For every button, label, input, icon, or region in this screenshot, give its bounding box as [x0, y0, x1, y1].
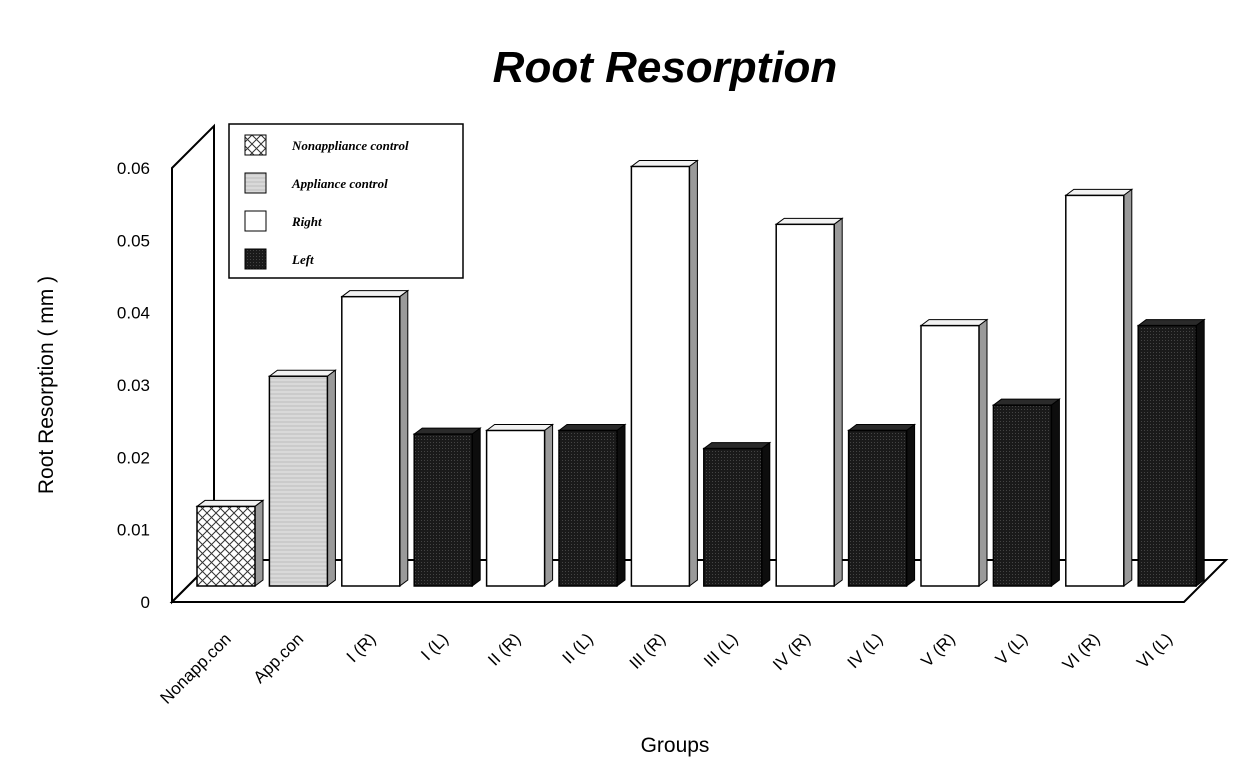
legend-label-right: Right: [291, 214, 322, 229]
bar-side: [471, 427, 481, 587]
bar-front: [196, 505, 256, 587]
x-tick-label: III (R): [626, 629, 669, 672]
x-tick-label: III (L): [700, 629, 741, 670]
bar-top: [195, 499, 265, 507]
x-tick-label: I (R): [343, 629, 380, 666]
legend-swatch-nonapp: [244, 134, 267, 156]
legend-box: [228, 123, 464, 279]
y-axis: 0 0.01 0.02 0.03 0.04 0.05 0.06: [117, 159, 150, 612]
x-tick-label: V (L): [992, 629, 1031, 668]
bar-side: [761, 441, 771, 587]
x-axis-label: Groups: [641, 734, 710, 757]
x-tick-label: IV (R): [769, 629, 814, 674]
bar-side: [544, 423, 554, 587]
bar-side: [616, 423, 626, 587]
bar-top: [702, 442, 772, 450]
bar-iii-l: [702, 441, 772, 587]
bar-top: [557, 423, 627, 431]
x-tick-label: IV (L): [844, 629, 887, 672]
legend: Nonappliance control Appliance control Rig…: [228, 123, 464, 279]
bar-front: [775, 223, 835, 587]
x-tick-label: VI (R): [1059, 629, 1104, 674]
x-axis: Nonapp.con App.con I (R) I (L) II (R) II (L) I…: [157, 629, 1176, 707]
bar-top: [1136, 319, 1206, 327]
x-tick-label: II (L): [559, 629, 597, 667]
bar-front: [630, 165, 691, 587]
bar-top: [267, 369, 337, 377]
x-tick-label: VI (L): [1133, 629, 1176, 672]
y-tick-label: 0.06: [117, 159, 150, 178]
bar-front: [920, 324, 980, 587]
bar-vi-r: [1064, 188, 1134, 587]
bar-app-con: [267, 369, 337, 587]
bar-v-r: [919, 318, 989, 587]
y-tick-label: 0.05: [117, 231, 150, 250]
bar-side: [906, 423, 916, 587]
x-tick-label: Nonapp.con: [157, 629, 235, 707]
y-tick-label: 0.04: [117, 304, 150, 323]
bar-top: [629, 159, 699, 167]
legend-label-app: Appliance control: [291, 176, 388, 191]
bar-iv-r: [774, 217, 844, 587]
bar-top: [340, 290, 410, 298]
bar-top: [774, 217, 844, 225]
bar-front: [1137, 324, 1197, 587]
bar-top: [991, 398, 1061, 406]
bar-front: [1065, 194, 1125, 587]
x-tick-label: App.con: [250, 629, 308, 687]
legend-label-left: Left: [291, 252, 314, 267]
bar-front: [992, 404, 1053, 587]
bar-front: [485, 429, 546, 587]
chart-title: Root Resorption: [493, 43, 838, 92]
legend-swatch-left: [244, 248, 267, 270]
bar-side: [978, 318, 988, 587]
bar-side: [326, 369, 336, 587]
bar-ii-l: [557, 423, 627, 587]
y-tick-label: 0: [141, 593, 150, 612]
bar-top: [1064, 188, 1134, 196]
bar-top: [919, 319, 989, 327]
bar-front: [558, 429, 618, 587]
bar-top: [412, 427, 482, 435]
legend-swatch-right: [244, 210, 267, 232]
bar-side: [833, 217, 843, 587]
bar-side: [1050, 398, 1060, 587]
bar-side: [1195, 318, 1205, 587]
bar-iv-l: [847, 423, 917, 587]
bar-side: [1123, 188, 1133, 587]
y-axis-label: Root Resorption ( mm ): [35, 276, 58, 494]
y-tick-label: 0.02: [117, 448, 150, 467]
y-tick-label: 0.01: [117, 521, 150, 540]
bar-front: [847, 429, 908, 587]
x-tick-label: I (L): [417, 629, 452, 664]
legend-swatch-app: [244, 172, 267, 194]
bar-front: [413, 433, 473, 587]
bar-top: [485, 423, 555, 431]
bar-vi-l: [1136, 318, 1206, 587]
legend-label-nonapp: Nonappliance control: [291, 138, 409, 153]
bar-iii-r: [629, 159, 699, 587]
y-tick-label: 0.03: [117, 376, 150, 395]
x-tick-label: II (R): [484, 629, 524, 669]
bar-top: [847, 423, 917, 431]
x-tick-label: V (R): [917, 629, 958, 670]
bar-front: [268, 375, 329, 587]
bar-nonapp-con: [195, 499, 265, 587]
bar-front: [341, 295, 401, 587]
bar-ii-r: [485, 423, 555, 587]
bar-v-l: [991, 398, 1061, 587]
bar-series: [195, 159, 1206, 587]
bar-i-l: [412, 427, 482, 587]
bar-i-r: [340, 289, 410, 587]
bar-side: [399, 289, 409, 587]
bar-side: [254, 499, 264, 587]
bar-front: [703, 447, 763, 587]
bar-side: [688, 159, 698, 587]
